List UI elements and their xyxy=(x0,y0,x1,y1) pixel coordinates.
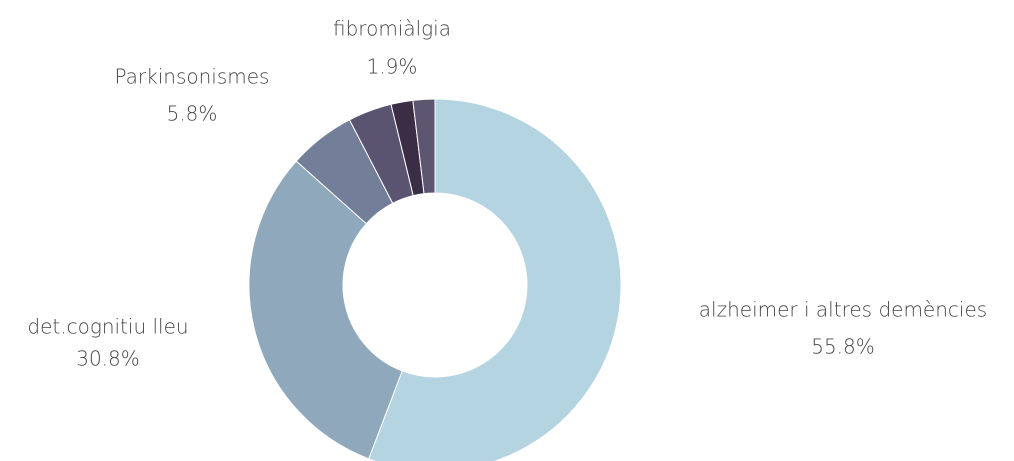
slice-value: 30.8% xyxy=(76,347,140,371)
donut-slice xyxy=(248,160,403,460)
slice-value: 1.9% xyxy=(367,55,418,79)
slice-label: fibromiàlgia xyxy=(333,17,451,41)
donut-slice xyxy=(368,98,622,461)
donut-slice xyxy=(412,98,436,195)
slice-label: det.cognitiu lleu xyxy=(27,315,188,339)
slice-label: alzheimer i altres demències xyxy=(699,298,987,322)
slice-value: 55.8% xyxy=(811,335,875,359)
slice-label: Parkinsonismes xyxy=(115,65,270,89)
slice-value: 5.8% xyxy=(167,102,218,126)
